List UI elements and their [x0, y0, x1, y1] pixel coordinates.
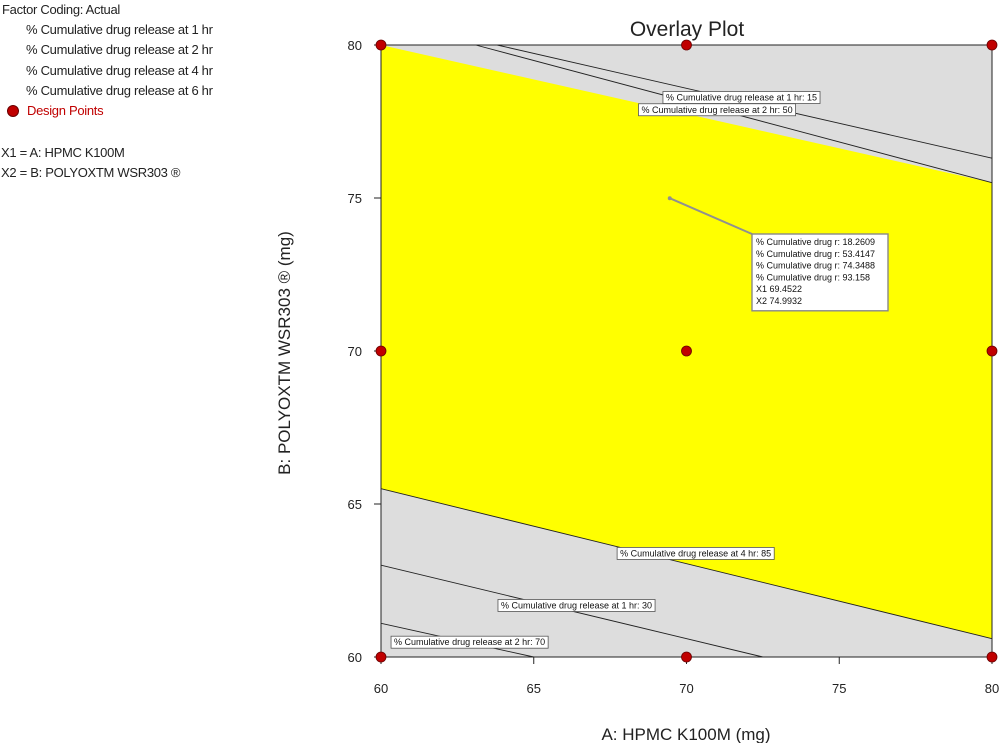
design-point[interactable]: [986, 345, 998, 357]
contour-label-box: [638, 103, 796, 117]
design-points: [375, 39, 998, 663]
x-tick-label: 70: [679, 681, 693, 696]
contour-label-text: % Cumulative drug release at 1 hr: 15: [666, 93, 817, 103]
design-point-marker-icon: [7, 105, 19, 117]
flag-line: X1 69.4522: [756, 284, 802, 294]
contour-label-box: [390, 635, 549, 649]
design-point[interactable]: [681, 39, 692, 51]
legend-response-2: % Cumulative drug release at 2 hr: [26, 42, 213, 57]
contour-label-box: [616, 547, 775, 560]
legend-factor-x2: X2 = B: POLYOXTM WSR303 ®: [1, 165, 181, 180]
y-tick-label: 65: [348, 497, 362, 512]
design-point[interactable]: [681, 345, 692, 357]
flag-line: % Cumulative drug r: 93.158: [756, 272, 870, 282]
x-tick-label: 75: [832, 681, 846, 696]
y-axis-label: B: POLYOXTM WSR303 ® (mg): [275, 231, 294, 475]
flag-line: X2 74.9932: [756, 296, 802, 306]
x-tick-label: 80: [985, 681, 999, 696]
x-tick-label: 60: [374, 681, 388, 696]
legend-response-1: % Cumulative drug release at 1 hr: [26, 22, 213, 37]
contour-label-text: % Cumulative drug release at 4 hr: 85: [620, 548, 771, 558]
legend-response-4: % Cumulative drug release at 6 hr: [26, 83, 213, 98]
x-tick-label: 65: [527, 681, 541, 696]
contour-label-text: % Cumulative drug release at 2 hr: 70: [394, 637, 545, 647]
legend-title: Factor Coding: Actual: [2, 2, 120, 17]
contour-label-4: % Cumulative drug release at 1 hr: 30: [497, 599, 656, 612]
contour-label-text: % Cumulative drug release at 2 hr: 50: [642, 105, 793, 115]
design-point[interactable]: [375, 345, 387, 357]
legend-design-points: Design Points: [27, 103, 104, 118]
y-tick-label: 70: [348, 344, 362, 359]
design-point[interactable]: [986, 39, 998, 51]
y-tick-label: 80: [348, 38, 362, 53]
design-point[interactable]: [375, 39, 387, 51]
chart-title: Overlay Plot: [630, 18, 745, 41]
flag-anchor-point[interactable]: [667, 196, 672, 201]
flag-line: % Cumulative drug r: 18.2609: [756, 237, 875, 247]
contour-label-3: % Cumulative drug release at 4 hr: 85: [616, 547, 775, 560]
contour-label-box: [497, 599, 656, 612]
flag-line: % Cumulative drug r: 53.4147: [756, 249, 875, 259]
x-axis-ticks: 60 65 70 75 80: [374, 657, 999, 696]
y-tick-label: 60: [348, 650, 362, 665]
flag-line: % Cumulative drug r: 74.3488: [756, 261, 875, 271]
flag-box: [751, 233, 889, 312]
contour-line-3: [380, 488, 993, 640]
design-point[interactable]: [681, 651, 692, 663]
feasible-region: [381, 45, 992, 639]
contour-label-5: % Cumulative drug release at 2 hr: 70: [390, 635, 549, 649]
design-point[interactable]: [986, 651, 998, 663]
point-flag[interactable]: % Cumulative drug r: 18.2609 % Cumulative…: [667, 196, 889, 312]
legend-factor-x1: X1 = A: HPMC K100M: [1, 145, 125, 160]
x-axis-label: A: HPMC K100M (mg): [601, 725, 770, 743]
y-axis-ticks: 60 65 70 75 80: [348, 38, 381, 665]
contour-label-2: % Cumulative drug release at 2 hr: 50: [638, 103, 796, 117]
contour-labels: % Cumulative drug release at 1 hr: 15 % C…: [390, 91, 821, 649]
design-point[interactable]: [375, 651, 387, 663]
y-tick-label: 75: [348, 191, 362, 206]
legend-response-3: % Cumulative drug release at 4 hr: [26, 63, 213, 78]
flag-pointer: [669, 197, 753, 235]
contour-label-text: % Cumulative drug release at 1 hr: 30: [501, 600, 652, 610]
contour-label-1: % Cumulative drug release at 1 hr: 15: [662, 91, 821, 104]
